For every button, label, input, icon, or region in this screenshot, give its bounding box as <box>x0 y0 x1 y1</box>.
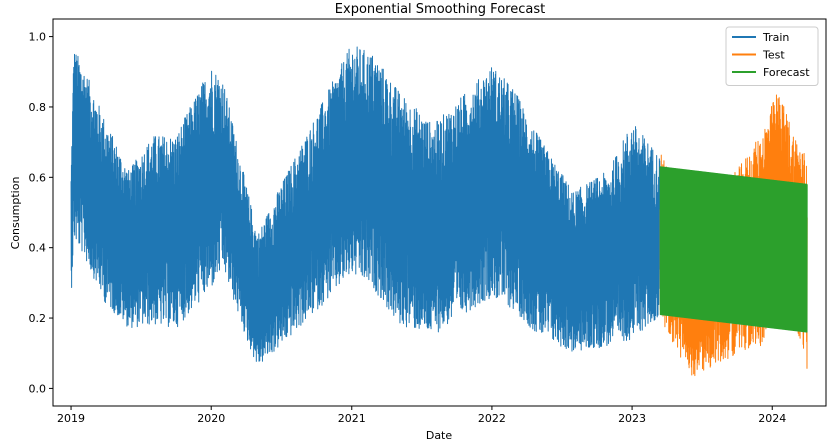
x-tick-label: 2020 <box>197 412 225 425</box>
y-tick-label: 0.2 <box>29 312 47 325</box>
x-tick-label: 2021 <box>338 412 366 425</box>
y-tick-label: 1.0 <box>29 31 47 44</box>
x-tick-label: 2024 <box>758 412 786 425</box>
y-axis: 0.0 0.2 0.4 0.6 0.8 1.0 <box>29 31 53 395</box>
legend-box <box>725 26 819 86</box>
y-axis-label: Consumption <box>9 177 22 250</box>
plot-frame <box>52 18 827 407</box>
y-tick-label: 0.4 <box>29 242 47 255</box>
x-tick-label: 2022 <box>478 412 506 425</box>
legend-label-forecast: Forecast <box>763 66 810 79</box>
series-line-forecast <box>659 166 808 333</box>
x-tick-label: 2019 <box>57 412 85 425</box>
legend: Train Test Forecast <box>725 26 819 86</box>
y-tick-label: 0.0 <box>29 382 47 395</box>
series-line-train <box>70 46 661 362</box>
x-axis: 2019 2020 2021 2022 2023 2024 <box>57 406 786 425</box>
y-tick-label: 0.6 <box>29 171 47 184</box>
x-axis-label: Date <box>426 429 453 442</box>
chart-title: Exponential Smoothing Forecast <box>335 2 545 17</box>
y-tick-label: 0.8 <box>29 101 47 114</box>
x-tick-label: 2023 <box>618 412 646 425</box>
series-layer <box>70 46 808 377</box>
legend-label-train: Train <box>762 31 789 44</box>
legend-label-test: Test <box>762 49 785 62</box>
